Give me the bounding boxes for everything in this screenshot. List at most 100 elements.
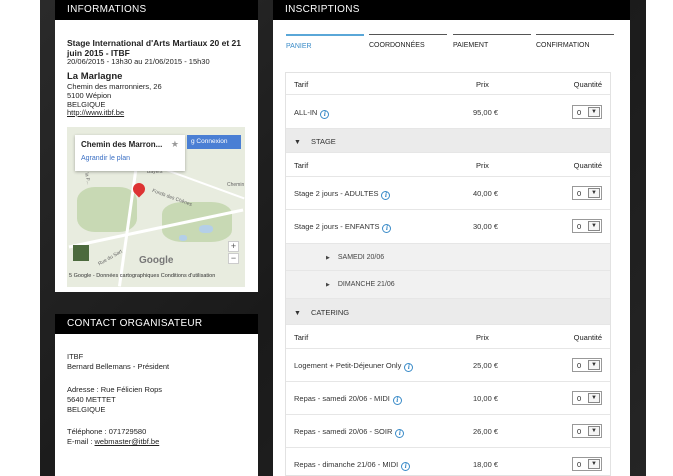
quantity-select[interactable]: 0 ▼	[572, 424, 602, 438]
contact-panel: ITBF Bernard Bellemans - Président Adres…	[55, 334, 258, 476]
contact-email-line: E-mail : webmaster@itbf.be	[67, 437, 159, 446]
contact-phone: Téléphone : 071729580	[67, 427, 147, 436]
info-icon[interactable]: i	[382, 224, 392, 233]
chevron-down-icon[interactable]: ▼	[588, 393, 600, 403]
chevron-down-icon[interactable]: ▼	[588, 221, 600, 231]
step-panier[interactable]: PANIER	[286, 34, 364, 54]
contact-org: ITBF	[67, 352, 84, 361]
table-row: Repas - samedi 20/06 - SOIR i 26,00 € 0 ▼	[286, 415, 610, 448]
chevron-down-icon[interactable]: ▼	[588, 107, 600, 117]
venue-map[interactable]: Fonds des Chênes Chemin Rue du Sart Baye…	[67, 127, 245, 287]
tariff-price: 40,00 €	[472, 189, 498, 198]
quantity-select[interactable]: 0 ▼	[572, 219, 602, 233]
table-header: Tarif Prix Quantité	[286, 153, 610, 177]
map-info-card: Chemin des Marron... ★ Agrandir le plan	[75, 135, 185, 171]
quantity-value: 0	[577, 222, 582, 231]
google-plus-icon: g	[191, 138, 197, 145]
event-title: Stage International d'Arts Martiaux 20 e…	[67, 38, 241, 58]
info-icon[interactable]: i	[404, 363, 414, 372]
day-group-saturday[interactable]: ▶ SAMEDI 20/06	[286, 244, 610, 271]
expand-icon: ▶	[326, 255, 330, 261]
quantity-value: 0	[577, 108, 582, 117]
tariff-price: 30,00 €	[472, 222, 498, 231]
zoom-out-button[interactable]: −	[228, 253, 239, 264]
enlarge-map-link[interactable]: Agrandir le plan	[81, 155, 131, 162]
quantity-value: 0	[577, 394, 582, 403]
contact-header: CONTACT ORGANISATEUR	[55, 314, 258, 334]
info-icon[interactable]: i	[395, 429, 405, 438]
venue-name: La Marlagne	[67, 71, 123, 82]
quantity-value: 0	[577, 189, 582, 198]
table-row: ALL-IN i 95,00 € 0 ▼	[286, 95, 610, 129]
tariff-price: 25,00 €	[472, 361, 498, 370]
chevron-down-icon[interactable]: ▼	[588, 426, 600, 436]
table-header: Tarif Prix Quantité	[286, 73, 610, 95]
quantity-select[interactable]: 0 ▼	[572, 391, 602, 405]
info-icon[interactable]: i	[401, 462, 411, 471]
col-qte-header: Quantité	[573, 80, 602, 89]
info-icon[interactable]: i	[392, 396, 402, 405]
section-catering[interactable]: ▼ CATERING	[286, 299, 610, 325]
info-icon[interactable]: i	[381, 191, 391, 200]
col-tarif-header: Tarif	[294, 333, 309, 342]
table-row: Repas - dimanche 21/06 - MIDI i 18,00 € 0…	[286, 448, 610, 476]
day-label: ▶ DIMANCHE 21/06	[326, 281, 395, 288]
step-paiement[interactable]: PAIEMENT	[453, 34, 531, 54]
col-qte-header: Quantité	[573, 161, 602, 170]
map-pond	[179, 235, 187, 241]
day-group-sunday[interactable]: ▶ DIMANCHE 21/06	[286, 271, 610, 299]
chevron-down-icon[interactable]: ▼	[588, 360, 600, 370]
star-icon[interactable]: ★	[170, 139, 179, 149]
section-name: CATERING	[310, 308, 350, 317]
zoom-in-button[interactable]: +	[228, 241, 239, 252]
contact-email-link[interactable]: webmaster@itbf.be	[94, 437, 160, 446]
tariff-name: Repas - samedi 20/06 - MIDI	[294, 394, 390, 403]
quantity-value: 0	[577, 361, 582, 370]
table-row: Stage 2 jours - ENFANTS i 30,00 € 0 ▼	[286, 210, 610, 244]
map-pond	[199, 225, 213, 233]
col-qte-header: Quantité	[573, 333, 602, 342]
quantity-select[interactable]: 0 ▼	[572, 186, 602, 200]
chevron-down-icon[interactable]: ▼	[588, 459, 600, 469]
informations-panel: Stage International d'Arts Martiaux 20 e…	[55, 20, 258, 292]
informations-header: INFORMATIONS	[55, 0, 258, 20]
tariff-name: Stage 2 jours - ENFANTS	[294, 222, 380, 231]
col-prix-header: Prix	[476, 161, 489, 170]
quantity-select[interactable]: 0 ▼	[572, 358, 602, 372]
col-prix-header: Prix	[476, 333, 489, 342]
satellite-toggle[interactable]	[73, 245, 89, 261]
contact-email-label: E-mail :	[67, 437, 95, 446]
contact-address: Adresse : Rue Félicien Rops	[67, 385, 163, 394]
map-login-button[interactable]: g Connexion	[187, 135, 241, 149]
section-name: STAGE	[310, 137, 336, 146]
tariff-name: Repas - samedi 20/06 - SOIR	[294, 427, 393, 436]
inscriptions-header: INSCRIPTIONS	[273, 0, 630, 20]
section-stage[interactable]: ▼ STAGE	[286, 129, 610, 153]
step-coordonnees[interactable]: COORDONNÉES	[369, 34, 447, 54]
map-login-label: Connexion	[196, 138, 228, 145]
quantity-select[interactable]: 0 ▼	[572, 457, 602, 471]
col-tarif-header: Tarif	[294, 80, 309, 89]
contact-city: 5640 METTET	[67, 395, 116, 404]
inscriptions-panel: PANIER COORDONNÉES PAIEMENT CONFIRMATION…	[273, 20, 630, 476]
tariff-price: 10,00 €	[472, 394, 498, 403]
map-footer: 5 Google - Données cartographiques Condi…	[69, 273, 216, 279]
tariff-price: 18,00 €	[472, 460, 498, 469]
tariff-label: Repas - samedi 20/06 - MIDI i	[294, 394, 402, 405]
quantity-select[interactable]: 0 ▼	[572, 105, 602, 119]
chevron-down-icon[interactable]: ▼	[588, 188, 600, 198]
venue-website-link[interactable]: http://www.itbf.be	[67, 108, 125, 117]
quantity-value: 0	[577, 427, 582, 436]
day-label: ▶ SAMEDI 20/06	[326, 254, 384, 261]
col-prix-header: Prix	[476, 80, 489, 89]
contact-person: Bernard Bellemans - Président	[67, 362, 170, 371]
contact-country: BELGIQUE	[67, 405, 106, 414]
tariff-name: ALL-IN	[294, 108, 318, 117]
table-row: Logement + Petit-Déjeuner Only i 25,00 € …	[286, 349, 610, 382]
table-header: Tarif Prix Quantité	[286, 325, 610, 349]
step-confirmation[interactable]: CONFIRMATION	[536, 34, 614, 54]
day-name: DIMANCHE 21/06	[337, 281, 395, 288]
map-road-label: Bayers	[147, 169, 163, 175]
info-icon[interactable]: i	[320, 110, 330, 119]
map-road-label: Rue du Sart	[97, 248, 124, 268]
